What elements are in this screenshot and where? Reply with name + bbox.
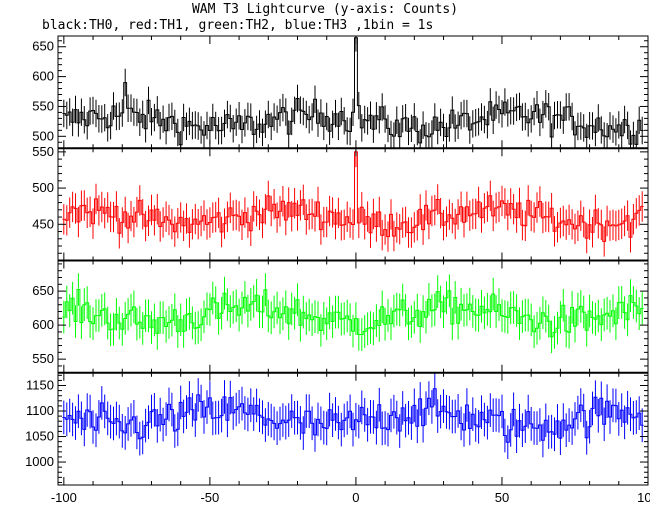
panel-frame [57,147,649,261]
y-tick-label: 600 [32,69,54,84]
panel-th0: 500 550 600 650 [32,35,649,149]
panel-th2: 550 600 650 [32,259,649,374]
y-tick-label: 650 [32,39,54,54]
line-th0 [62,37,644,146]
line-th1 [62,151,644,242]
y-tick-label: 1000 [25,454,54,469]
y-tick-label: 550 [32,98,54,113]
x-tick-label: -100 [51,490,77,505]
series-th2 [62,273,644,354]
x-tick-label: 100 [637,490,650,505]
y-tick-label: 550 [32,144,54,159]
error-bars-th3 [63,372,643,459]
y-tick-label: 1150 [26,378,54,393]
panel-th3: 1000 1050 1100 1150 [25,371,649,486]
error-bars-th0 [63,36,643,149]
x-tick-label: 0 [352,490,359,505]
x-tick-label: -50 [200,490,219,505]
y-tick-label: 1050 [25,429,54,444]
y-tick-label: 650 [32,283,54,298]
line-th3 [62,388,644,443]
x-tick-label: 50 [495,490,509,505]
y-tick-label: 600 [32,317,54,332]
y-tick-label: 550 [32,351,54,366]
chart-title: WAM T3 Lightcurve (y-axis: Counts) [191,2,459,17]
y-tick-label: 1100 [26,403,54,418]
panel-th1: 450 500 550 [32,144,649,261]
panel-frame [57,35,649,149]
y-tick-label: 450 [32,216,54,231]
error-bars-th1 [63,148,643,257]
series-th0 [62,36,644,149]
series-th1 [62,148,644,257]
chart-subtitle: black:TH0, red:TH1, green:TH2, blue:TH3 … [42,18,434,33]
y-tick-label: 500 [32,180,54,195]
y-tick-label: 500 [32,128,54,143]
series-th3 [62,372,644,459]
line-th2 [62,289,644,338]
error-bars-th2 [63,273,643,354]
